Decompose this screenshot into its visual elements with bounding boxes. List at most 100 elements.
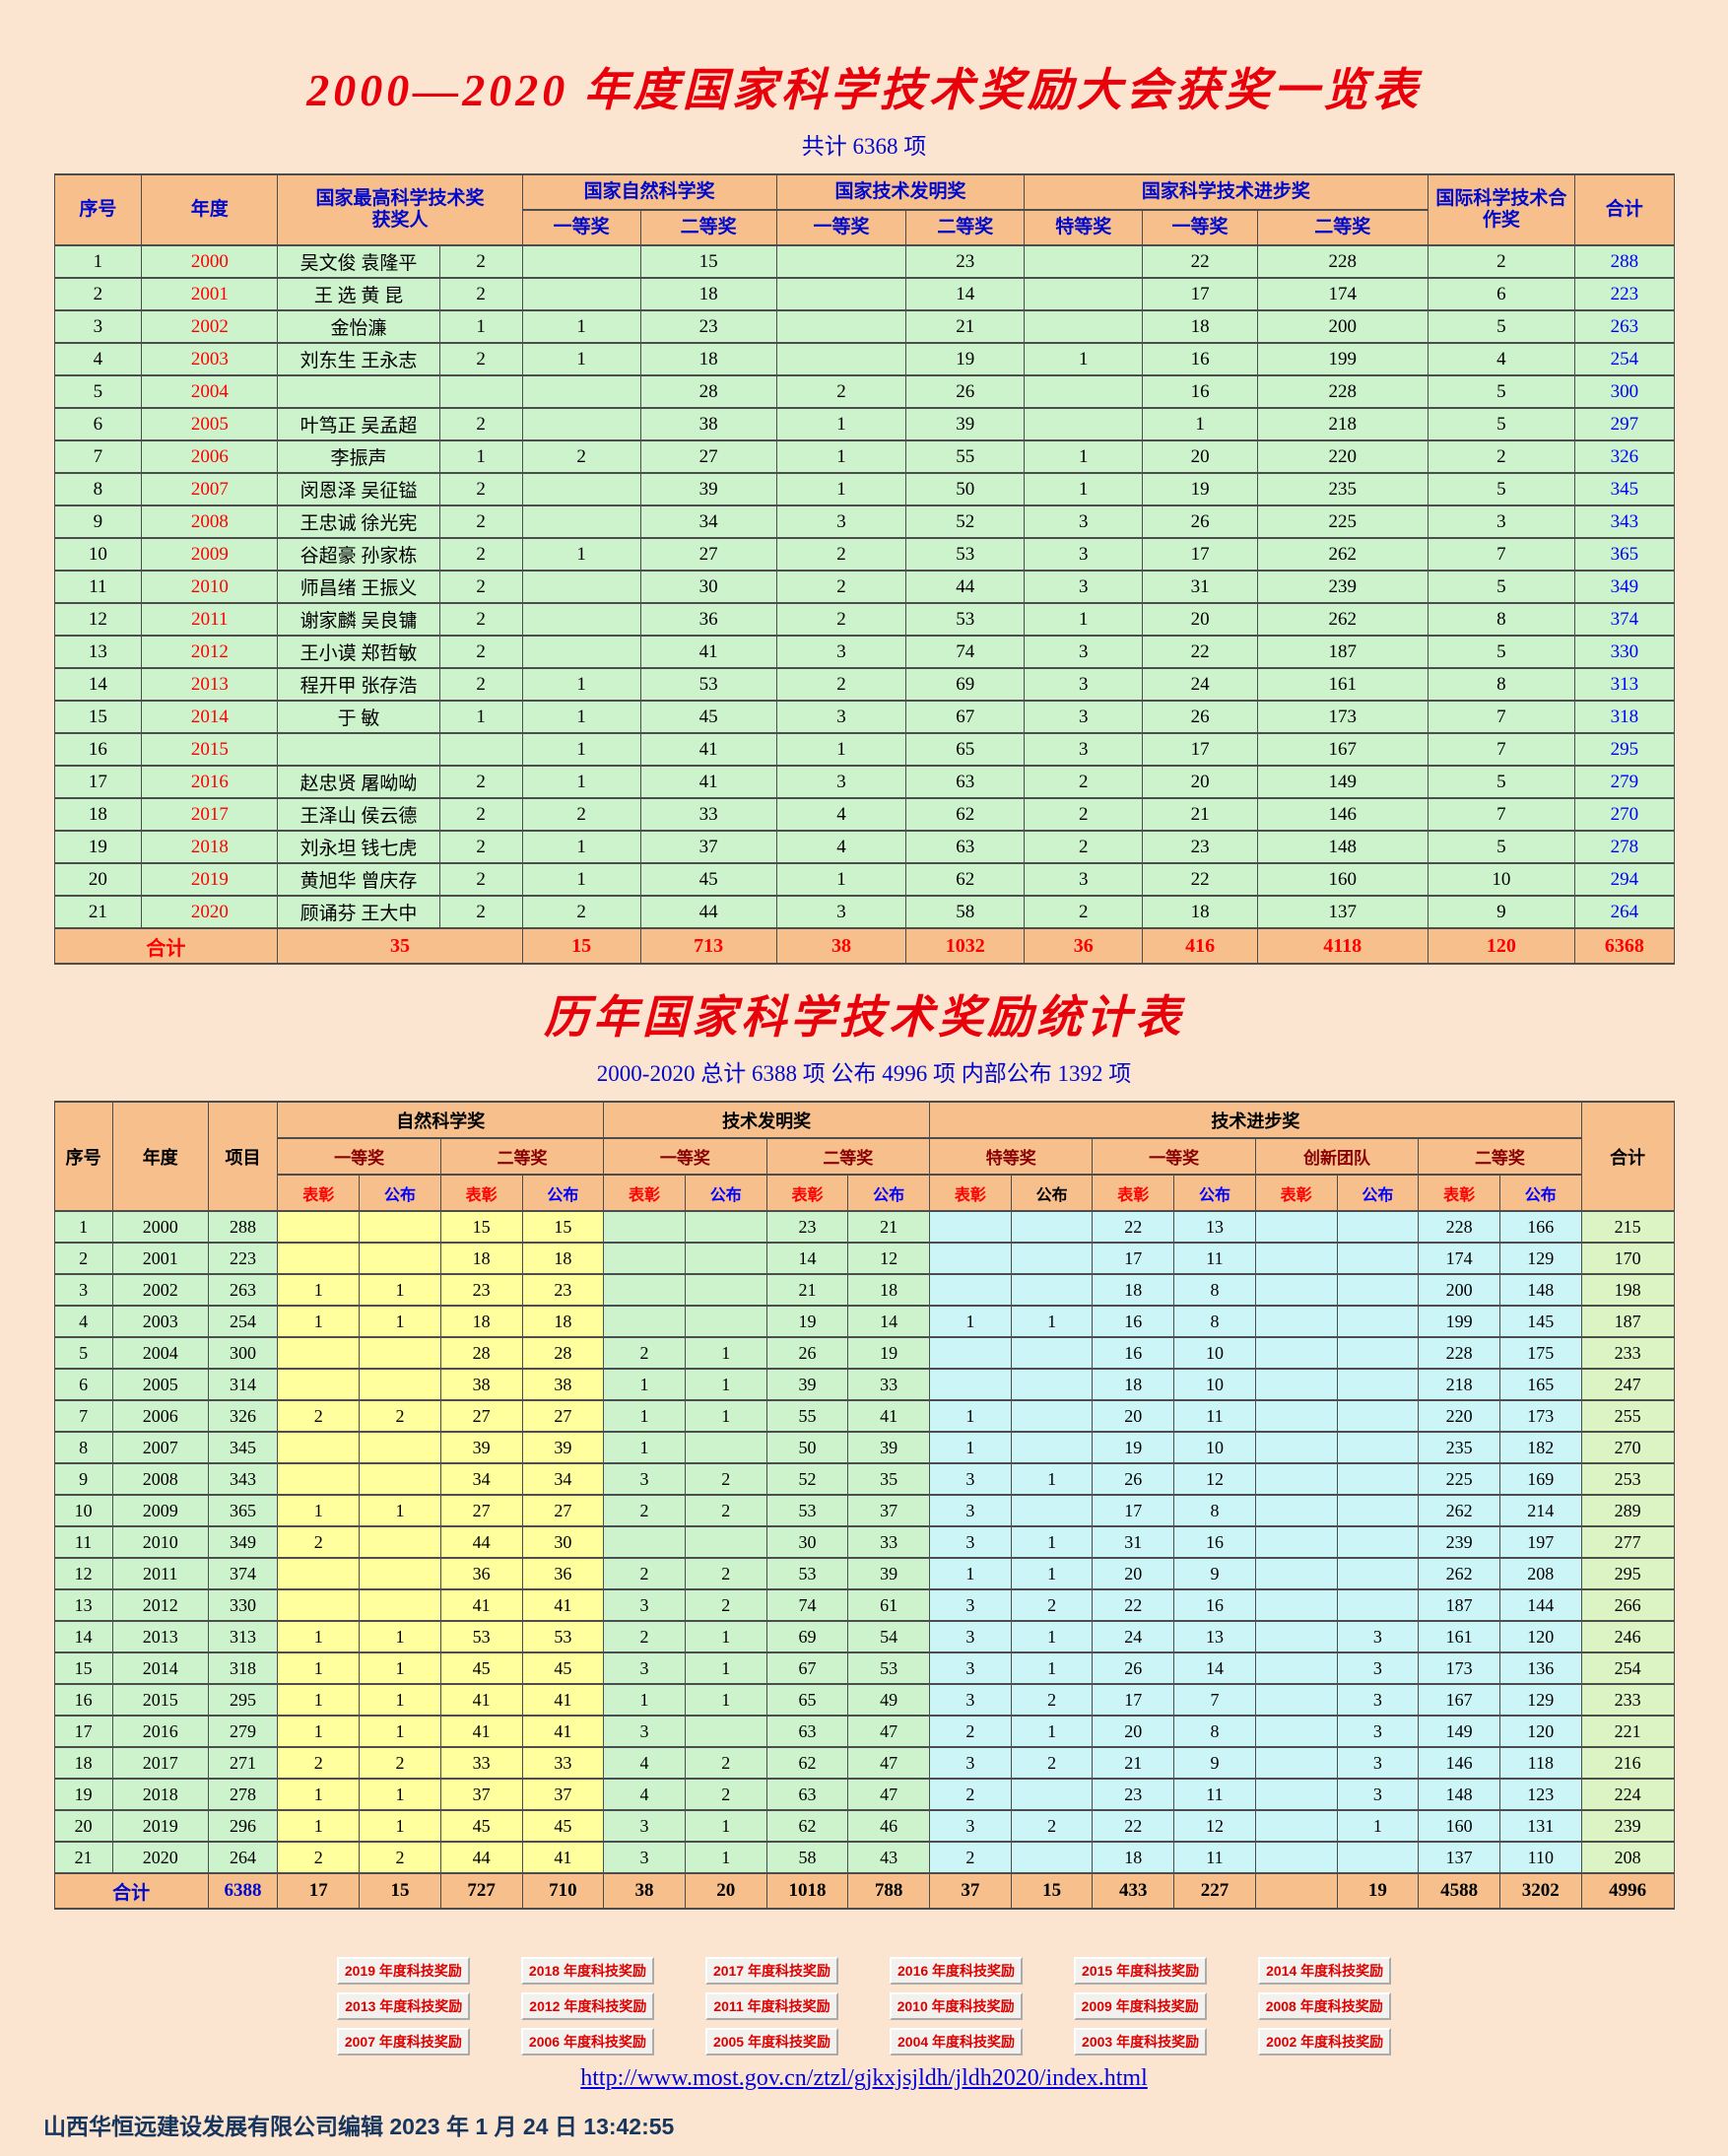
t2-totals-award <box>1254 1872 1338 1910</box>
source-url-link[interactable]: http://www.most.gov.cn/ztzl/gjkxjsjldh/j… <box>580 2065 1148 2091</box>
t1-cell-total: 349 <box>1574 570 1675 604</box>
year-award-link[interactable]: 2011 年度科技奖励 <box>705 1992 838 2020</box>
t2-cell-award: 14 <box>847 1305 931 1338</box>
t1-header-natural-second: 二等奖 <box>639 209 777 246</box>
t2-header-total: 合计 <box>1580 1101 1675 1212</box>
t1-cell-count: 2 <box>438 570 523 604</box>
t2-cell-award: 55 <box>765 1399 849 1433</box>
t2-cell-award: 3 <box>929 1462 1012 1496</box>
t2-cell-award: 1 <box>603 1683 686 1717</box>
t2-cell-award: 39 <box>847 1431 931 1464</box>
t2-header-progress-second: 二等奖 <box>1418 1137 1582 1176</box>
t1-cell-no: 9 <box>53 505 143 539</box>
t2-cell-award: 33 <box>521 1746 605 1780</box>
t2-cell-total: 208 <box>1580 1841 1675 1874</box>
year-award-link[interactable]: 2015 年度科技奖励 <box>1074 1957 1208 1985</box>
t1-cell-no: 11 <box>53 570 143 604</box>
editor-credit-line: 山西华恒远建设发展有限公司编辑 2023 年 1 月 24 日 13:42:55 <box>43 2114 675 2139</box>
t2-totals-award: 727 <box>439 1872 523 1910</box>
t2-cell-award: 2 <box>684 1557 767 1590</box>
t2-cell-total: 215 <box>1580 1210 1675 1244</box>
t1-header-progress-second: 二等奖 <box>1256 209 1429 246</box>
year-award-link[interactable]: 2013 年度科技奖励 <box>337 1992 471 2020</box>
t2-cell-award <box>1336 1462 1420 1496</box>
t1-cell-n1: 1 <box>521 537 641 572</box>
t2-cell-award: 2 <box>929 1778 1012 1811</box>
t1-cell-p1: 26 <box>1142 700 1258 734</box>
t2-totals-award: 4588 <box>1418 1872 1500 1910</box>
t2-cell-award: 20 <box>1092 1715 1175 1748</box>
t2-cell-total: 266 <box>1580 1588 1675 1622</box>
t1-cell-f1: 3 <box>775 635 907 669</box>
t2-cell-year: 2005 <box>111 1368 209 1401</box>
year-award-link[interactable]: 2004 年度科技奖励 <box>890 2028 1024 2055</box>
t1-cell-ps: 1 <box>1024 602 1144 637</box>
t2-cell-award: 1 <box>929 1431 1012 1464</box>
t2-cell-project: 264 <box>207 1841 279 1874</box>
table2-totals: 合计 6388 17 15 727 710 38 20 1018 788 37 15 433 227 19 4… <box>53 1872 1675 1910</box>
t1-cell-count: 2 <box>438 667 523 702</box>
year-award-link[interactable]: 2010 年度科技奖励 <box>889 1992 1023 2020</box>
t1-cell-n1: 2 <box>521 895 641 929</box>
year-award-link[interactable]: 2018 年度科技奖励 <box>520 1957 654 1985</box>
year-award-link[interactable]: 2002 年度科技奖励 <box>1258 2028 1392 2055</box>
t2-cell-award: 39 <box>521 1431 605 1464</box>
t2-cell-award: 37 <box>521 1778 605 1811</box>
t2-cell-award: 1 <box>1010 1305 1094 1338</box>
t2-cell-award: 67 <box>765 1651 849 1685</box>
t2-cell-award: 131 <box>1498 1809 1582 1843</box>
year-award-link[interactable]: 2008 年度科技奖励 <box>1257 1992 1391 2020</box>
t2-cell-award <box>1254 1273 1338 1307</box>
t2-header-gb: 公布 <box>1336 1174 1420 1212</box>
t1-header-invention-second: 二等奖 <box>905 209 1026 246</box>
year-award-link[interactable]: 2006 年度科技奖励 <box>520 2028 654 2055</box>
year-award-link[interactable]: 2012 年度科技奖励 <box>521 1992 655 2020</box>
t2-header-invention: 技术发明奖 <box>603 1101 931 1139</box>
year-award-link[interactable]: 2017 年度科技奖励 <box>704 1957 838 1985</box>
year-award-link[interactable]: 2003 年度科技奖励 <box>1074 2028 1208 2055</box>
year-award-link[interactable]: 2005 年度科技奖励 <box>704 2028 838 2055</box>
t1-cell-f2: 58 <box>905 895 1026 929</box>
t1-cell-total: 365 <box>1574 537 1675 572</box>
t2-totals-award: 433 <box>1092 1872 1175 1910</box>
t1-cell-names: 王小谟 郑哲敏 <box>277 635 440 669</box>
year-award-link[interactable]: 2009 年度科技奖励 <box>1073 1992 1207 2020</box>
t2-cell-award: 1 <box>277 1651 361 1685</box>
t1-cell-n2: 33 <box>639 797 777 832</box>
t2-cell-total: 246 <box>1580 1620 1675 1653</box>
t2-cell-year: 2001 <box>111 1242 209 1275</box>
year-award-link[interactable]: 2014 年度科技奖励 <box>1258 1957 1392 1985</box>
year-award-link[interactable]: 2019 年度科技奖励 <box>336 1957 470 1985</box>
t2-cell-award: 27 <box>521 1399 605 1433</box>
year-award-link[interactable]: 2007 年度科技奖励 <box>336 2028 470 2055</box>
t1-cell-f1: 3 <box>775 505 907 539</box>
t2-cell-award: 3 <box>603 1462 686 1496</box>
t2-cell-award: 41 <box>439 1588 523 1622</box>
t2-cell-project: 318 <box>207 1651 279 1685</box>
t2-cell-award: 120 <box>1498 1620 1582 1653</box>
t2-cell-award: 2 <box>277 1525 361 1559</box>
t2-cell-award: 27 <box>521 1494 605 1527</box>
t2-cell-award <box>277 1462 361 1496</box>
t2-cell-award: 24 <box>1092 1620 1175 1653</box>
year-award-link[interactable]: 2016 年度科技奖励 <box>890 1957 1024 1985</box>
t1-header-top-award-line1: 国家最高科学技术奖 <box>315 188 485 209</box>
t1-cell-n2: 34 <box>639 505 777 539</box>
awards-statistics-table: 序号 年度 项目 自然科学奖 技术发明奖 技术进步奖 合计 一等奖 二等奖 一等… <box>53 1101 1675 1910</box>
t2-cell-award: 137 <box>1418 1841 1500 1874</box>
t2-cell-award: 21 <box>765 1273 849 1307</box>
t1-cell-count: 2 <box>438 505 523 539</box>
t2-cell-award <box>1254 1494 1338 1527</box>
t1-cell-intl: 5 <box>1427 830 1576 864</box>
t2-cell-award <box>1336 1399 1420 1433</box>
t2-cell-award: 16 <box>1173 1525 1256 1559</box>
t2-cell-award: 35 <box>847 1462 931 1496</box>
t2-cell-award: 129 <box>1498 1242 1582 1275</box>
table2-header-row1: 序号 年度 项目 自然科学奖 技术发明奖 技术进步奖 合计 <box>53 1101 1675 1212</box>
t2-cell-year: 2012 <box>111 1588 209 1622</box>
t1-cell-intl: 10 <box>1427 862 1576 897</box>
t2-cell-award: 161 <box>1418 1620 1500 1653</box>
t2-cell-award <box>603 1210 686 1244</box>
t2-cell-total: 170 <box>1580 1242 1675 1275</box>
